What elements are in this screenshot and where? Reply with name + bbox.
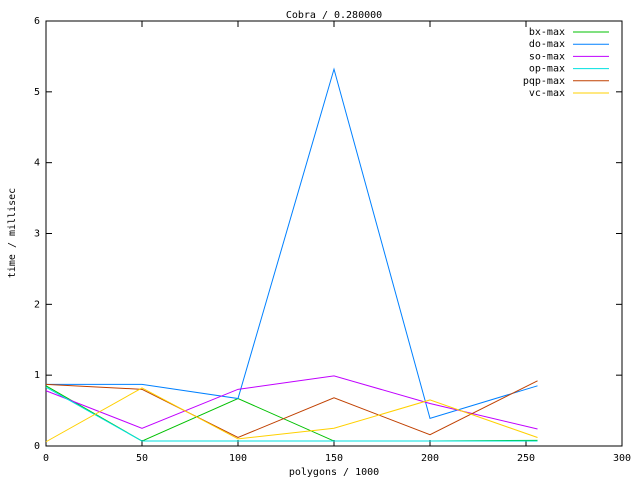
legend-label: so-max [529, 51, 565, 62]
legend-label: do-max [529, 39, 565, 50]
chart-title: Cobra / 0.280000 [286, 10, 382, 21]
y-axis-label: time / millisec [7, 188, 18, 278]
y-tick-label: 6 [34, 16, 40, 27]
legend-label: op-max [529, 64, 565, 75]
legend-label: pqp-max [523, 76, 565, 87]
series-line [45, 387, 538, 443]
y-tick-label: 3 [34, 229, 40, 240]
y-tick-label: 0 [34, 441, 40, 452]
x-tick-label: 200 [421, 453, 439, 464]
x-tick-label: 50 [136, 453, 148, 464]
x-tick-label: 250 [517, 453, 535, 464]
y-tick-label: 5 [34, 87, 40, 98]
legend-label: bx-max [529, 27, 565, 38]
x-tick-label: 300 [613, 453, 631, 464]
series-line [45, 380, 538, 439]
y-tick-label: 2 [34, 299, 40, 310]
legend-label: vc-max [529, 88, 565, 99]
x-tick-label: 150 [325, 453, 343, 464]
x-axis-label: polygons / 1000 [289, 467, 379, 478]
x-tick-label: 0 [43, 453, 49, 464]
series-line [46, 67, 538, 420]
y-tick-label: 4 [34, 158, 40, 169]
y-tick-label: 1 [34, 370, 40, 381]
series-line [45, 375, 538, 430]
x-tick-label: 100 [229, 453, 247, 464]
series-line [45, 386, 538, 442]
